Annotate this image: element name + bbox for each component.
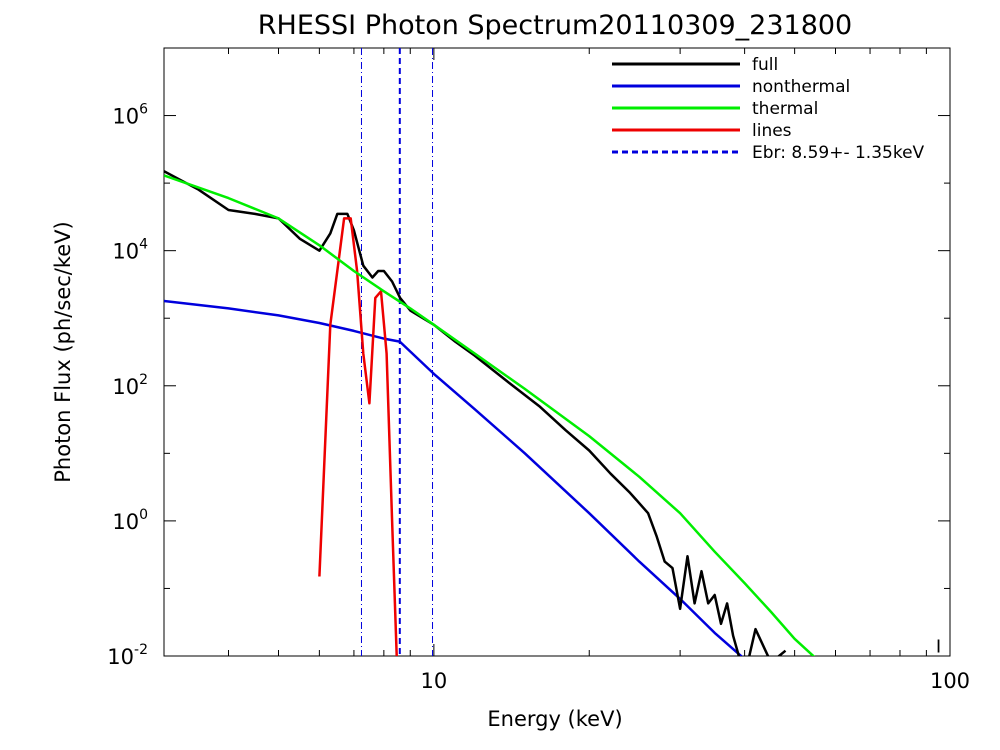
- annotation-text: I: [936, 636, 941, 657]
- y-tick-label: 106: [112, 102, 148, 129]
- y-tick-exponent: 2: [139, 372, 148, 388]
- y-tick-label: 104: [112, 237, 148, 264]
- y-tick-label: 102: [112, 372, 148, 399]
- legend-label: Ebr: 8.59+- 1.35keV: [752, 143, 925, 163]
- y-tick-exponent: 0: [139, 507, 148, 523]
- y-tick-base: 10: [112, 240, 139, 264]
- series-group: [164, 170, 816, 656]
- x-tick-label: 100: [930, 669, 970, 693]
- y-axis-label: Photon Flux (ph/sec/keV): [51, 221, 75, 483]
- chart-title: RHESSI Photon Spectrum20110309_231800: [258, 10, 853, 41]
- y-tick-label: 100: [112, 507, 148, 534]
- breakpoint-lines: [360, 48, 434, 656]
- series-full-line: [164, 170, 787, 656]
- y-tick-exponent: 4: [139, 237, 148, 253]
- legend-label: thermal: [752, 99, 818, 119]
- y-tick-exponent: -2: [134, 642, 148, 658]
- legend-label: lines: [752, 121, 792, 141]
- plot-frame: [163, 47, 951, 657]
- y-tick-label: 10-2: [107, 642, 148, 669]
- legend-label: nonthermal: [752, 77, 850, 97]
- x-axis-ticks: 10 100: [163, 48, 970, 693]
- series-thermal-line: [164, 174, 816, 656]
- y-tick-base: 10: [112, 105, 139, 129]
- y-tick-exponent: 6: [139, 102, 148, 118]
- x-tick-label: 10: [421, 669, 448, 693]
- y-tick-base: 10: [112, 510, 139, 534]
- y-tick-base: 10: [112, 375, 139, 399]
- y-tick-base: 10: [107, 645, 134, 669]
- x-axis-label: Energy (keV): [487, 707, 622, 731]
- legend-label: full: [752, 55, 778, 75]
- series-lines-line: [318, 217, 398, 656]
- series-nonthermal-line: [164, 299, 743, 656]
- annotations: I: [936, 636, 941, 657]
